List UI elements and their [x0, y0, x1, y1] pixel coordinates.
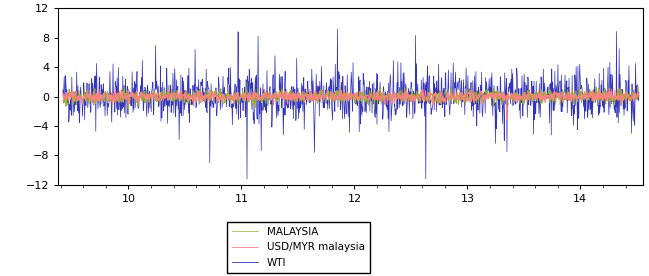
- MALAYSIA: [317, 91, 325, 95]
- MALAYSIA: [243, 80, 251, 84]
- MALAYSIA: [71, 100, 79, 103]
- USD/MYR malaysia: [606, 87, 613, 90]
- Line: WTI: WTI: [63, 29, 639, 179]
- WTI: [387, 112, 395, 115]
- WTI: [64, 101, 71, 104]
- USD/MYR malaysia: [415, 96, 423, 99]
- WTI: [575, 117, 583, 120]
- USD/MYR malaysia: [316, 94, 324, 97]
- USD/MYR malaysia: [64, 95, 71, 99]
- WTI: [635, 91, 643, 94]
- WTI: [243, 177, 251, 181]
- Legend: MALAYSIA, USD/MYR malaysia, WTI: MALAYSIA, USD/MYR malaysia, WTI: [227, 222, 370, 273]
- WTI: [59, 88, 67, 92]
- WTI: [71, 90, 79, 93]
- WTI: [334, 27, 341, 31]
- USD/MYR malaysia: [59, 91, 67, 94]
- USD/MYR malaysia: [635, 97, 643, 100]
- MALAYSIA: [417, 99, 424, 103]
- USD/MYR malaysia: [574, 96, 582, 100]
- MALAYSIA: [124, 108, 132, 111]
- USD/MYR malaysia: [387, 96, 395, 100]
- MALAYSIA: [387, 99, 395, 102]
- USD/MYR malaysia: [71, 94, 79, 97]
- MALAYSIA: [59, 98, 67, 102]
- MALAYSIA: [635, 93, 643, 97]
- WTI: [317, 100, 324, 104]
- WTI: [417, 92, 424, 95]
- Line: MALAYSIA: MALAYSIA: [63, 82, 639, 109]
- MALAYSIA: [64, 95, 71, 99]
- USD/MYR malaysia: [503, 118, 511, 122]
- MALAYSIA: [575, 96, 583, 99]
- Line: USD/MYR malaysia: USD/MYR malaysia: [63, 88, 639, 120]
